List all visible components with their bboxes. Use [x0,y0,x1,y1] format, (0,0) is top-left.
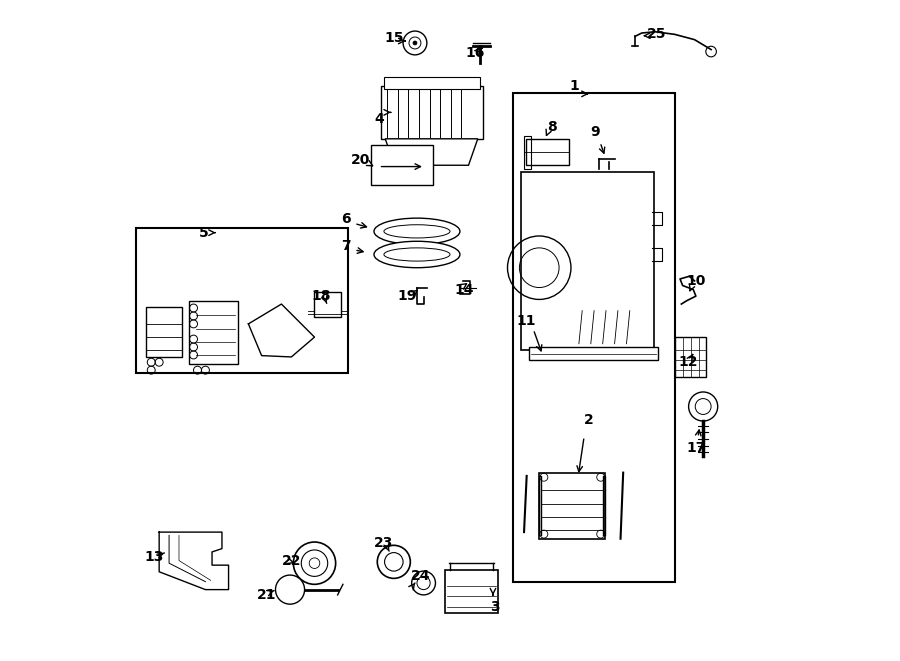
Ellipse shape [374,241,460,268]
Text: 11: 11 [517,313,535,328]
Text: 9: 9 [590,125,600,139]
Bar [539,473,606,539]
Bar [529,347,658,360]
Text: 8: 8 [547,120,557,134]
Bar [189,301,239,364]
Text: 7: 7 [341,239,350,253]
Text: 21: 21 [256,588,276,602]
Bar [524,136,531,169]
Text: 6: 6 [341,212,350,227]
Bar [675,337,706,377]
Text: 14: 14 [454,282,474,297]
Text: 17: 17 [687,441,707,455]
Text: 24: 24 [410,569,430,584]
Polygon shape [385,139,478,165]
Bar [146,307,183,357]
Text: 13: 13 [144,549,164,564]
Circle shape [411,571,436,595]
Text: 15: 15 [384,31,403,46]
Text: 18: 18 [311,289,331,303]
Bar [381,86,483,139]
Text: 16: 16 [465,46,485,60]
Text: 19: 19 [397,289,417,303]
Text: 20: 20 [351,153,371,167]
Bar [446,570,499,613]
Text: 3: 3 [491,600,500,614]
Bar [526,139,569,165]
Circle shape [403,31,427,55]
Circle shape [413,41,417,45]
Bar [521,172,653,350]
Text: 22: 22 [282,553,302,568]
Text: 5: 5 [199,225,209,240]
Text: 23: 23 [374,536,393,551]
Bar [384,77,480,89]
Text: 25: 25 [646,27,666,42]
Ellipse shape [374,218,460,245]
Circle shape [275,575,304,604]
Text: 4: 4 [374,112,384,126]
Text: 12: 12 [679,355,698,369]
Circle shape [377,545,410,578]
Bar [371,145,434,185]
Circle shape [293,542,336,584]
Circle shape [688,392,717,421]
Text: 2: 2 [584,412,594,427]
Text: 1: 1 [570,79,579,93]
Bar [314,292,341,317]
Text: 10: 10 [686,274,706,288]
Bar [513,93,675,582]
Bar [136,228,347,373]
